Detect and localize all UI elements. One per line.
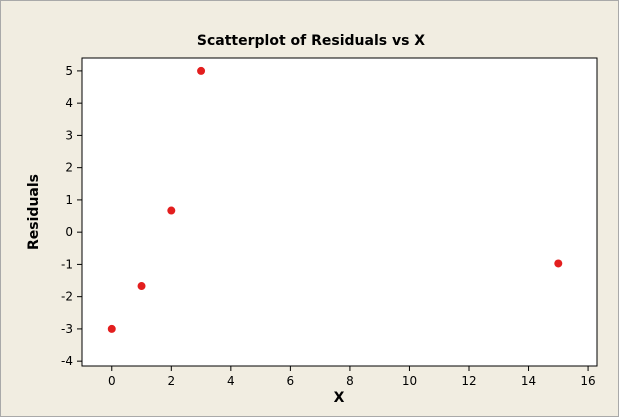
y-tick-label: 2 — [65, 161, 73, 175]
y-tick-label: -4 — [61, 354, 73, 368]
x-tick-label: 14 — [521, 374, 536, 388]
data-point — [107, 324, 116, 333]
x-tick-label: 10 — [402, 374, 417, 388]
x-tick-label: 2 — [167, 374, 175, 388]
data-point — [554, 259, 563, 268]
x-tick-label: 8 — [346, 374, 354, 388]
data-point — [197, 66, 206, 75]
y-tick-label: 1 — [65, 193, 73, 207]
y-tick-label: -2 — [61, 290, 73, 304]
y-tick-label: -1 — [61, 257, 73, 271]
x-axis-title: X — [334, 390, 345, 406]
x-tick-label: 6 — [287, 374, 295, 388]
data-point — [137, 282, 146, 291]
chart-title: Scatterplot of Residuals vs X — [197, 33, 425, 49]
x-tick-label: 0 — [108, 374, 116, 388]
y-axis-title: Residuals — [26, 174, 42, 250]
y-tick-label: -3 — [61, 322, 73, 336]
y-tick-label: 0 — [65, 225, 73, 239]
x-tick-label: 12 — [461, 374, 476, 388]
x-tick-label: 4 — [227, 374, 235, 388]
x-tick-label: 16 — [580, 374, 595, 388]
data-point — [167, 206, 176, 215]
y-tick-label: 3 — [65, 128, 73, 142]
y-axis: -4 -3 -2 -1 0 1 2 3 4 5 — [61, 64, 82, 368]
data-points — [107, 66, 563, 333]
x-axis: 0 2 4 6 8 10 12 14 16 — [108, 366, 596, 388]
y-tick-label: 4 — [65, 96, 73, 110]
y-tick-label: 5 — [65, 64, 73, 78]
plot-area — [81, 57, 598, 367]
